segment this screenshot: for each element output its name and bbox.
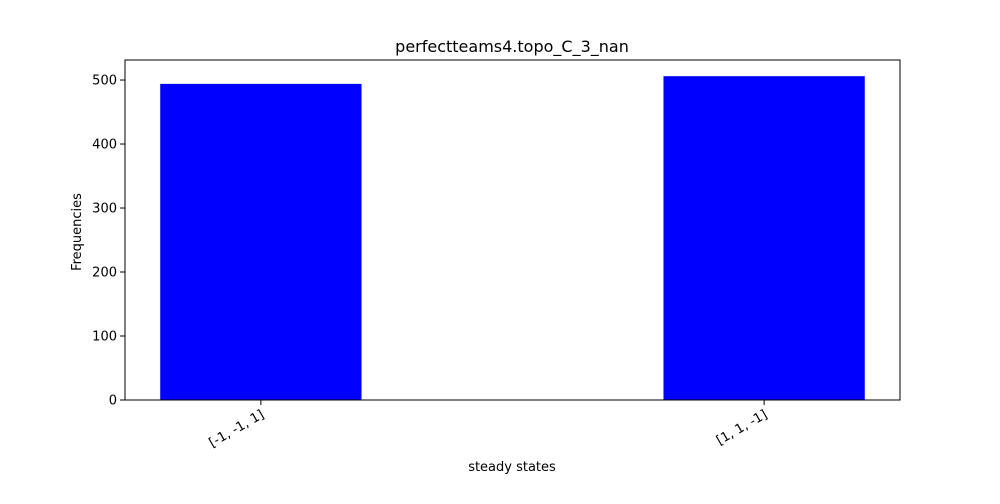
y-tick-label-4: 400 xyxy=(92,138,117,153)
x-axis-label: steady states xyxy=(468,460,556,475)
bars-layer xyxy=(160,76,865,400)
y-tick-label-5: 500 xyxy=(92,74,117,89)
plot-frame xyxy=(124,59,901,401)
y-tick-label-2: 200 xyxy=(92,266,117,281)
y-axis: 0 100 200 300 400 500 xyxy=(92,74,125,409)
bar-0 xyxy=(160,83,362,400)
y-axis-label: Frequencies xyxy=(70,193,85,271)
bar-1 xyxy=(663,76,865,400)
y-tick-label-1: 100 xyxy=(92,330,117,345)
y-tick-label-3: 300 xyxy=(92,202,117,217)
y-tick-label-0: 0 xyxy=(109,394,117,409)
chart-title: perfectteams4.topo_C_3_nan xyxy=(395,37,629,57)
